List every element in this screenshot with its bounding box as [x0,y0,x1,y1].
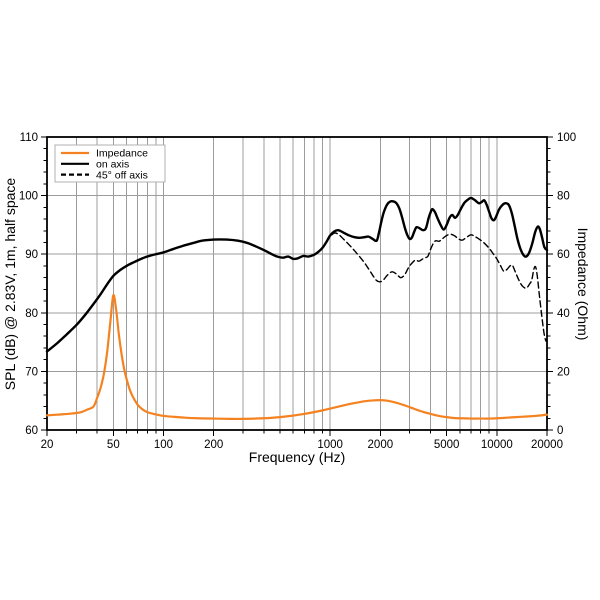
y-right-tick-label: 40 [557,308,570,320]
y-left-tick-label: 70 [25,366,38,378]
legend-label-0: Impedance [96,148,148,160]
legend-label-2: 45° off axis [96,169,148,181]
y-right-tick-label: 100 [557,132,576,144]
x-tick-label: 50 [107,439,120,451]
x-tick-label: 5000 [434,439,460,451]
tick-labels: 20 50 100 200 1000 2000 5000 10000 2000060708090… [19,132,576,451]
plot-frame [46,136,548,431]
x-tick-label: 2000 [368,439,394,451]
y-right-tick-label: 0 [557,425,563,437]
x-tick-label: 10000 [481,439,513,451]
right-axis-title: Impedance (Ohm) [575,228,591,341]
y-left-tick-label: 100 [19,191,38,203]
x-tick-label: 1000 [317,439,343,451]
y-left-tick-label: 60 [25,425,38,437]
x-tick-label: 20 [41,439,54,451]
curve-on-axis [45,196,549,353]
y-left-tick-label: 80 [25,308,38,320]
x-axis-title: Frequency (Hz) [249,449,345,465]
left-axis-title: SPL (dB) @ 2.83V, 1m, half space [2,178,18,391]
x-tick-label: 20000 [531,439,563,451]
y-left-tick-label: 110 [20,132,38,144]
curve-45-off-axis [325,232,548,342]
curves [45,196,549,421]
curve-impedance [45,293,549,421]
y-right-tick-label: 20 [557,366,570,378]
y-right-tick-label: 60 [557,249,570,261]
y-right-tick-label: 80 [557,191,570,203]
x-tick-label: 100 [154,439,173,451]
grid-lines [47,137,547,430]
x-tick-label: 200 [204,439,223,451]
legend-label-1: on axis [96,159,129,171]
y-left-tick-label: 90 [25,249,38,261]
